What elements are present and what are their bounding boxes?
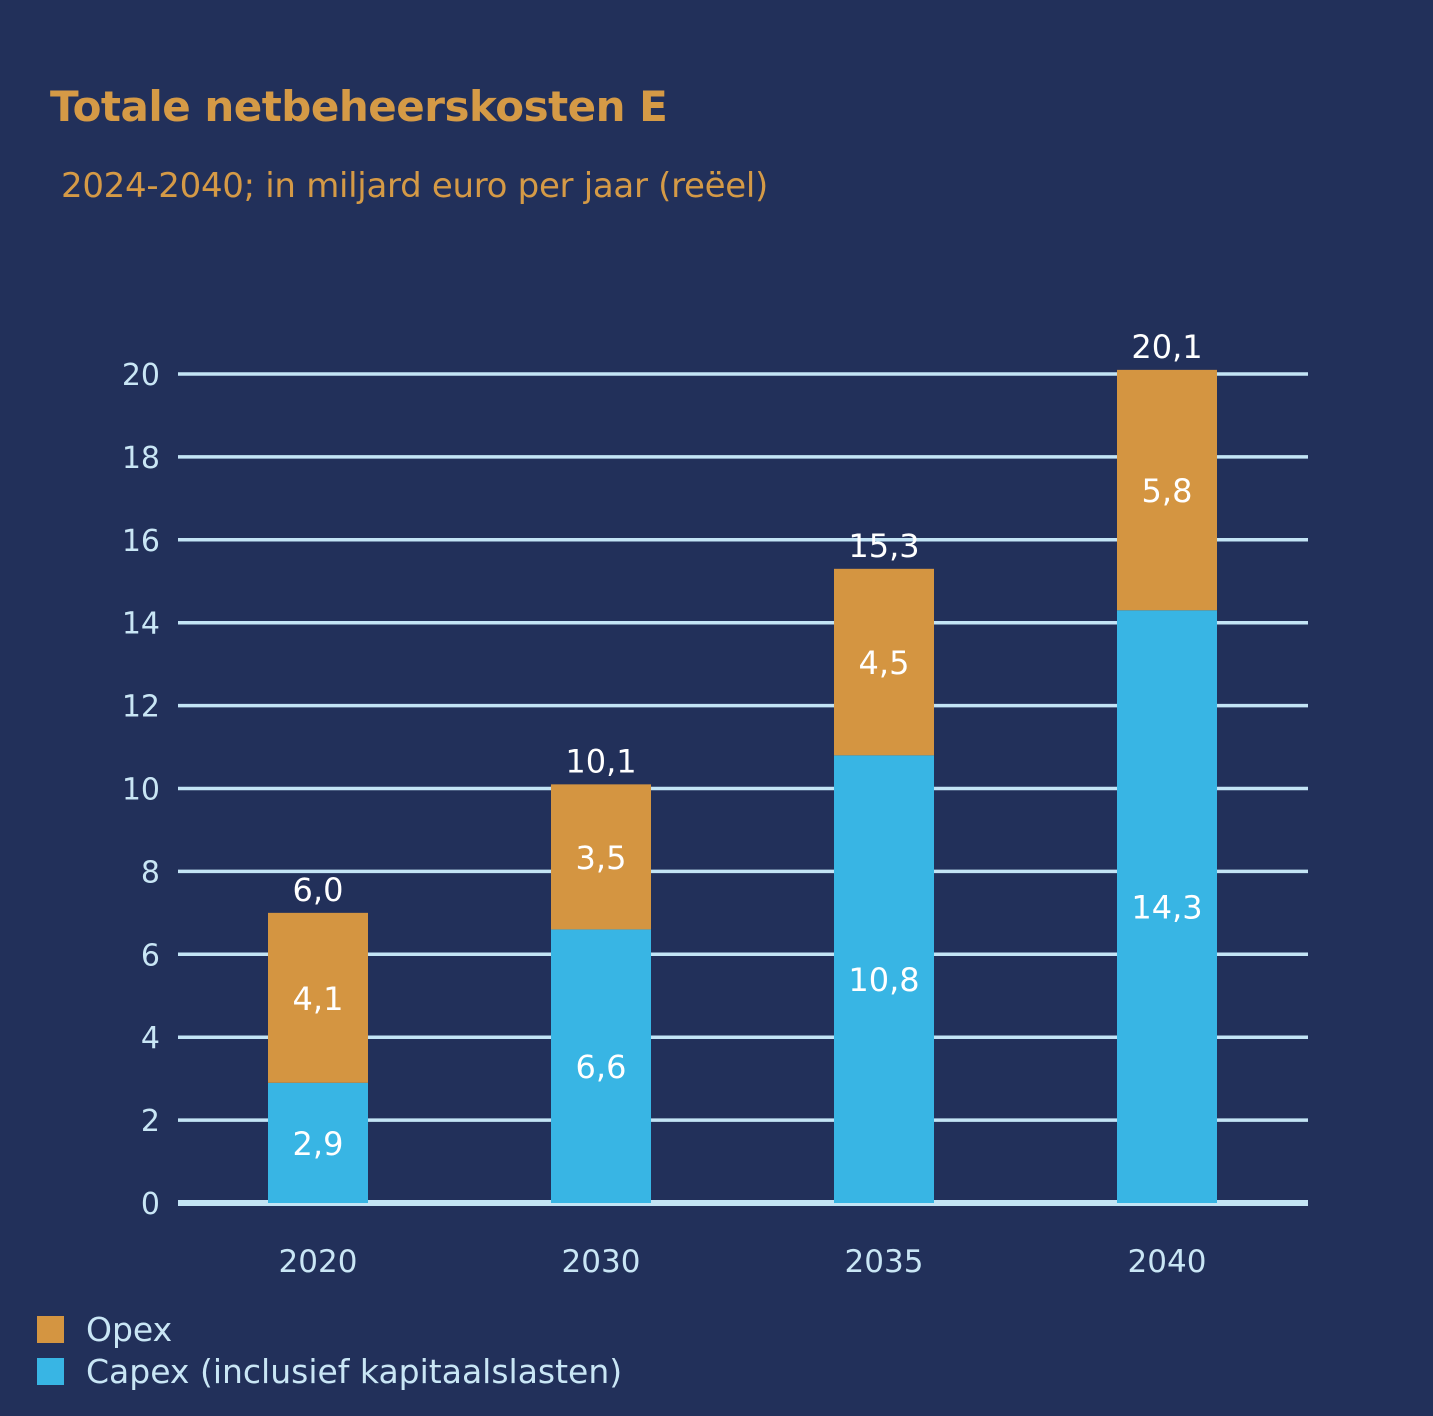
bar-capex bbox=[551, 929, 651, 1203]
y-tick-label: 8 bbox=[141, 855, 160, 890]
x-tick-label: 2020 bbox=[279, 1244, 358, 1280]
total-value-label: 10,1 bbox=[565, 742, 636, 780]
capex-value-label: 14,3 bbox=[1131, 889, 1202, 927]
y-tick-label: 2 bbox=[141, 1104, 160, 1139]
y-tick-label: 0 bbox=[141, 1187, 160, 1222]
legend: Opex Capex (inclusief kapitaalslasten) bbox=[37, 1308, 622, 1392]
chart-title: Totale netbeheerskosten E bbox=[50, 82, 668, 131]
bar-opex bbox=[268, 912, 368, 1083]
opex-value-label: 3,5 bbox=[576, 839, 627, 877]
x-tick-label: 2040 bbox=[1128, 1244, 1207, 1280]
opex-value-label: 4,1 bbox=[293, 980, 344, 1018]
bar-opex bbox=[551, 784, 651, 930]
legend-item-opex: Opex bbox=[37, 1308, 622, 1350]
y-tick-label: 20 bbox=[122, 358, 160, 393]
capex-value-label: 2,9 bbox=[293, 1125, 344, 1163]
y-tick-label: 12 bbox=[122, 690, 160, 725]
total-value-label: 15,3 bbox=[848, 527, 919, 565]
opex-value-label: 4,5 bbox=[859, 644, 910, 682]
chart-subtitle: 2024-2040; in miljard euro per jaar (reë… bbox=[61, 166, 769, 206]
x-tick-label: 2030 bbox=[562, 1244, 641, 1280]
bar-opex bbox=[834, 568, 934, 756]
y-tick-label: 4 bbox=[141, 1021, 160, 1056]
capex-value-label: 6,6 bbox=[576, 1048, 627, 1086]
bar-opex bbox=[1117, 369, 1217, 611]
total-value-label: 20,1 bbox=[1131, 328, 1202, 366]
legend-label-opex: Opex bbox=[86, 1309, 173, 1349]
y-tick-label: 10 bbox=[122, 773, 160, 808]
legend-label-capex: Capex (inclusief kapitaalslasten) bbox=[86, 1351, 623, 1391]
total-value-label: 6,0 bbox=[293, 871, 344, 909]
y-tick-label: 18 bbox=[122, 441, 160, 476]
bar-capex bbox=[1117, 610, 1217, 1203]
y-tick-label: 6 bbox=[141, 938, 160, 973]
x-tick-label: 2035 bbox=[845, 1244, 924, 1280]
legend-item-capex: Capex (inclusief kapitaalslasten) bbox=[37, 1350, 622, 1392]
legend-swatch-capex bbox=[37, 1357, 64, 1385]
y-tick-label: 16 bbox=[122, 524, 160, 559]
opex-value-label: 5,8 bbox=[1142, 472, 1193, 510]
capex-value-label: 10,8 bbox=[848, 961, 919, 999]
bar-capex bbox=[834, 755, 934, 1203]
y-tick-label: 14 bbox=[122, 607, 160, 642]
bar-capex bbox=[268, 1082, 368, 1203]
legend-swatch-opex bbox=[37, 1315, 64, 1343]
